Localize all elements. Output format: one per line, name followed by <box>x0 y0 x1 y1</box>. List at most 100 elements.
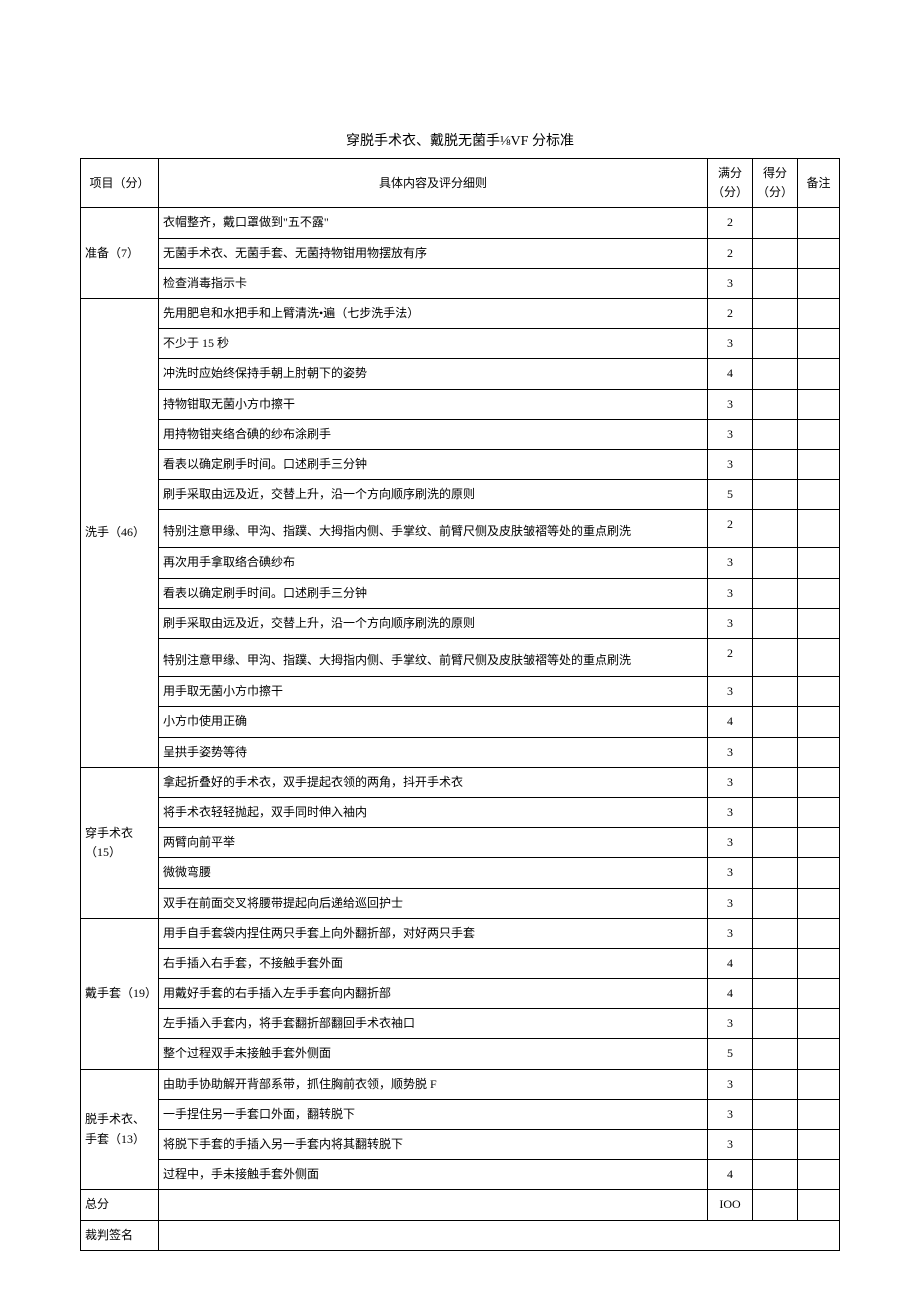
total-score <box>753 1190 798 1220</box>
row-score <box>753 767 798 797</box>
table-row: 特别注意甲缘、甲沟、指蹼、大拇指内侧、手掌纹、前臂尺侧及皮肤皱褶等处的重点刷洗2 <box>81 510 840 548</box>
row-score <box>753 548 798 578</box>
row-remark <box>798 948 840 978</box>
row-description: 不少于 15 秒 <box>159 329 708 359</box>
table-row: 用手取无菌小方巾擦干3 <box>81 677 840 707</box>
row-remark <box>798 639 840 677</box>
row-remark <box>798 578 840 608</box>
row-description: 无菌手术衣、无菌手套、无菌持物钳用物摆放有序 <box>159 238 708 268</box>
row-full-score: 5 <box>708 1039 753 1069</box>
row-full-score: 3 <box>708 737 753 767</box>
row-remark <box>798 1069 840 1099</box>
row-remark <box>798 1039 840 1069</box>
row-full-score: 3 <box>708 797 753 827</box>
row-remark <box>798 858 840 888</box>
table-row: 右手插入右手套，不接触手套外面4 <box>81 948 840 978</box>
row-remark <box>798 979 840 1009</box>
row-description: 一手捏住另一手套口外面，翻转脱下 <box>159 1099 708 1129</box>
row-full-score: 3 <box>708 828 753 858</box>
row-description: 整个过程双手未接触手套外侧面 <box>159 1039 708 1069</box>
row-score <box>753 298 798 328</box>
row-description: 冲洗时应始终保持手朝上肘朝下的姿势 <box>159 359 708 389</box>
row-full-score: 4 <box>708 1160 753 1190</box>
row-full-score: 3 <box>708 1069 753 1099</box>
row-full-score: 2 <box>708 208 753 238</box>
row-score <box>753 1039 798 1069</box>
row-remark <box>798 389 840 419</box>
row-score <box>753 858 798 888</box>
row-score <box>753 419 798 449</box>
row-remark <box>798 329 840 359</box>
row-remark <box>798 480 840 510</box>
row-description: 两臂向前平举 <box>159 828 708 858</box>
row-description: 拿起折叠好的手术衣，双手提起衣领的两角，抖开手术衣 <box>159 767 708 797</box>
row-full-score: 3 <box>708 888 753 918</box>
section-label: 戴手套（19） <box>81 918 159 1069</box>
row-description: 检查消毒指示卡 <box>159 268 708 298</box>
row-full-score: 3 <box>708 548 753 578</box>
total-value: IOO <box>708 1190 753 1220</box>
table-row: 双手在前面交叉将腰带提起向后递给巡回护士3 <box>81 888 840 918</box>
row-full-score: 3 <box>708 1099 753 1129</box>
table-row: 看表以确定刷手时间。口述刷手三分钟3 <box>81 449 840 479</box>
row-full-score: 3 <box>708 858 753 888</box>
table-row: 两臂向前平举3 <box>81 828 840 858</box>
row-score <box>753 888 798 918</box>
row-remark <box>798 208 840 238</box>
row-remark <box>798 548 840 578</box>
row-description: 右手插入右手套，不接触手套外面 <box>159 948 708 978</box>
row-score <box>753 948 798 978</box>
row-remark <box>798 677 840 707</box>
sign-space <box>159 1220 840 1250</box>
section-label: 洗手（46） <box>81 298 159 767</box>
table-row: 检查消毒指示卡3 <box>81 268 840 298</box>
row-remark <box>798 707 840 737</box>
row-remark <box>798 1160 840 1190</box>
row-remark <box>798 359 840 389</box>
table-row: 微微弯腰3 <box>81 858 840 888</box>
table-row: 戴手套（19）用手自手套袋内捏住两只手套上向外翻折部，对好两只手套3 <box>81 918 840 948</box>
row-score <box>753 578 798 608</box>
row-description: 将脱下手套的手插入另一手套内将其翻转脱下 <box>159 1130 708 1160</box>
table-row: 刷手采取由远及近，交替上升，沿一个方向顺序刷洗的原则3 <box>81 608 840 638</box>
row-full-score: 3 <box>708 578 753 608</box>
row-full-score: 3 <box>708 329 753 359</box>
table-row: 不少于 15 秒3 <box>81 329 840 359</box>
row-description: 由助手协助解开背部系带，抓住胸前衣领，顺势脱 F <box>159 1069 708 1099</box>
row-full-score: 3 <box>708 918 753 948</box>
row-remark <box>798 797 840 827</box>
table-row: 无菌手术衣、无菌手套、无菌持物钳用物摆放有序2 <box>81 238 840 268</box>
row-remark <box>798 238 840 268</box>
row-score <box>753 1069 798 1099</box>
table-row: 穿手术衣（15）拿起折叠好的手术衣，双手提起衣领的两角，抖开手术衣3 <box>81 767 840 797</box>
row-remark <box>798 268 840 298</box>
row-remark <box>798 510 840 548</box>
row-score <box>753 1160 798 1190</box>
row-remark <box>798 767 840 797</box>
row-full-score: 5 <box>708 480 753 510</box>
total-desc <box>159 1190 708 1220</box>
table-row: 洗手（46）先用肥皂和水把手和上臂清洗•遍（七步洗手法）2 <box>81 298 840 328</box>
row-score <box>753 608 798 638</box>
row-score <box>753 707 798 737</box>
row-description: 特别注意甲缘、甲沟、指蹼、大拇指内侧、手掌纹、前臂尺侧及皮肤皱褶等处的重点刷洗 <box>159 639 708 677</box>
row-description: 左手插入手套内，将手套翻折部翻回手术衣袖口 <box>159 1009 708 1039</box>
row-score <box>753 238 798 268</box>
header-item: 项目（分） <box>81 159 159 208</box>
row-full-score: 4 <box>708 359 753 389</box>
row-description: 呈拱手姿势等待 <box>159 737 708 767</box>
table-row: 用戴好手套的右手插入左手手套向内翻折部4 <box>81 979 840 1009</box>
header-remark: 备注 <box>798 159 840 208</box>
row-full-score: 3 <box>708 767 753 797</box>
header-row: 项目（分） 具体内容及评分细则 满分（分） 得分（分） 备注 <box>81 159 840 208</box>
row-full-score: 3 <box>708 389 753 419</box>
total-row: 总分IOO <box>81 1190 840 1220</box>
row-description: 用手自手套袋内捏住两只手套上向外翻折部，对好两只手套 <box>159 918 708 948</box>
row-description: 再次用手拿取络合碘纱布 <box>159 548 708 578</box>
row-description: 衣帽整齐，戴口罩做到"五不露" <box>159 208 708 238</box>
row-description: 用手取无菌小方巾擦干 <box>159 677 708 707</box>
table-row: 持物钳取无菌小方巾擦干3 <box>81 389 840 419</box>
row-full-score: 3 <box>708 449 753 479</box>
row-score <box>753 979 798 1009</box>
header-score: 得分（分） <box>753 159 798 208</box>
